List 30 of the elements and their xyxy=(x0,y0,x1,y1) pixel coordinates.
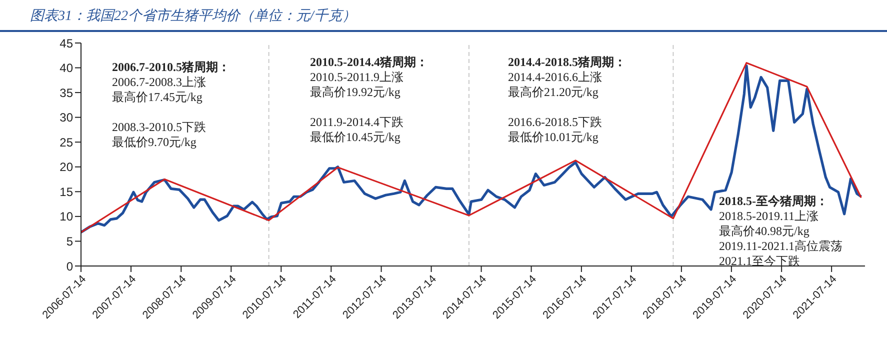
y-tick-label: 0 xyxy=(66,259,74,274)
y-tick-label: 35 xyxy=(60,86,74,100)
annotation: 2006.7-2010.5猪周期： xyxy=(112,60,230,75)
annotation: 最高价40.98元/kg xyxy=(719,224,810,239)
y-tick-label: 45 xyxy=(60,36,74,50)
annotation: 最高价21.20元/kg xyxy=(508,85,598,100)
y-tick-label: 15 xyxy=(60,184,74,199)
annotation: 最高价19.92元/kg xyxy=(310,85,400,100)
y-tick-label: 5 xyxy=(66,234,74,248)
annotation: 最低价10.01元/kg xyxy=(508,130,598,145)
annotation: 2019.11-2021.1高位震荡 xyxy=(719,239,843,254)
annotation: 2006.7-2008.3上涨 xyxy=(112,75,206,90)
annotation: 2011.9-2014.4下跌 xyxy=(310,115,404,130)
annotation: 2014.4-2018.5猪周期： xyxy=(508,55,626,70)
annotation: 最低价9.70元/kg xyxy=(112,135,196,150)
y-tick-label: 25 xyxy=(60,135,74,150)
annotation: 最高价17.45元/kg xyxy=(112,90,202,105)
annotation: 最低价10.45元/kg xyxy=(310,130,400,145)
y-tick-label: 20 xyxy=(60,160,74,174)
annotation: 2008.3-2010.5下跌 xyxy=(112,120,206,135)
annotation: 2010.5-2011.9上涨 xyxy=(310,70,404,85)
annotation: 2010.5-2014.4猪周期： xyxy=(310,55,428,70)
y-tick-label: 10 xyxy=(60,210,74,224)
chart-title: 图表31：我国22个省市生猪平均价（单位：元/千克） xyxy=(30,7,356,25)
annotation: 2014.4-2016.6上涨 xyxy=(508,70,602,85)
y-tick-label: 30 xyxy=(60,110,74,125)
annotation: 2016.6-2018.5下跌 xyxy=(508,115,602,130)
annotation: 2018.5-至今猪周期： xyxy=(719,194,828,209)
annotation: 2018.5-2019.11上涨 xyxy=(719,209,819,224)
y-tick-label: 40 xyxy=(60,61,74,76)
